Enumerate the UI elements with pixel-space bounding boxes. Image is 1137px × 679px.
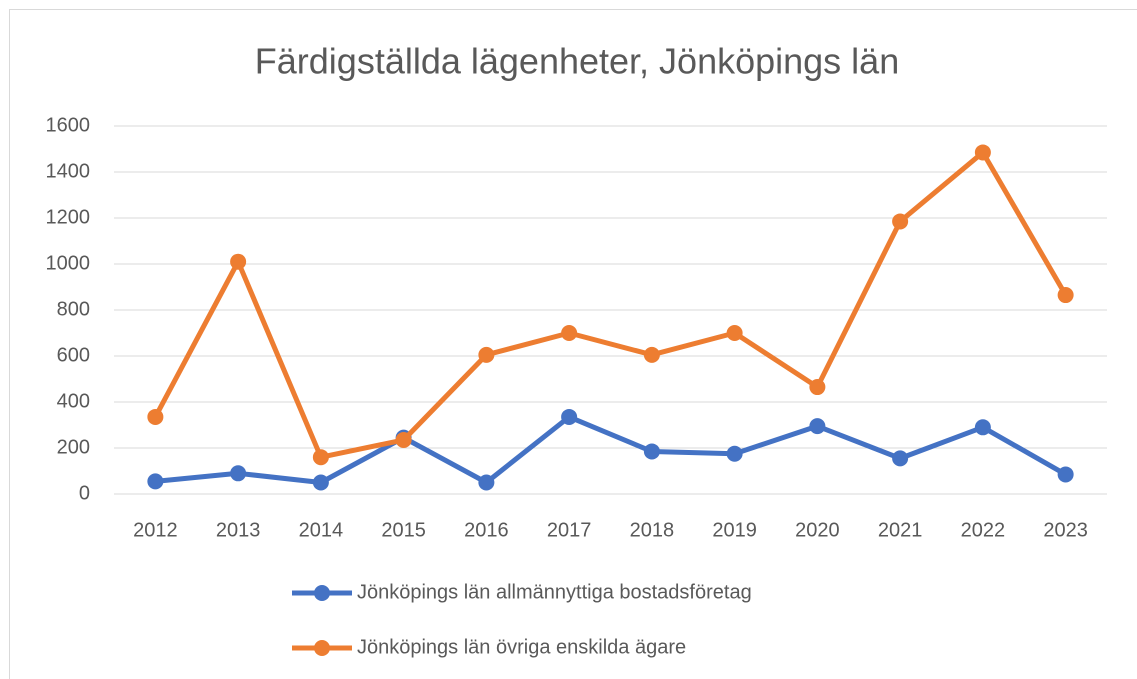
data-point xyxy=(312,474,329,491)
y-tick-label: 400 xyxy=(57,390,90,412)
data-point xyxy=(230,465,247,482)
legend-marker xyxy=(314,640,330,656)
data-point xyxy=(892,213,909,230)
x-tick-label: 2023 xyxy=(1043,519,1088,541)
data-point xyxy=(478,474,495,491)
data-point xyxy=(809,418,826,435)
x-tick-label: 2022 xyxy=(961,519,1006,541)
x-tick-label: 2018 xyxy=(630,519,675,541)
data-point xyxy=(1057,287,1074,304)
y-tick-label: 1600 xyxy=(46,114,91,136)
x-tick-label: 2021 xyxy=(878,519,923,541)
data-point xyxy=(643,443,660,460)
x-tick-label: 2019 xyxy=(712,519,757,541)
data-point xyxy=(478,346,495,363)
y-tick-label: 1200 xyxy=(46,206,91,228)
y-tick-label: 1400 xyxy=(46,160,91,182)
y-tick-label: 600 xyxy=(57,344,90,366)
data-point xyxy=(974,419,991,436)
y-tick-label: 0 xyxy=(79,482,90,504)
series-line xyxy=(153,149,1068,460)
data-point xyxy=(643,346,660,363)
data-point xyxy=(892,450,909,467)
x-tick-label: 2012 xyxy=(133,519,178,541)
y-tick-label: 1000 xyxy=(46,252,91,274)
x-tick-label: 2017 xyxy=(547,519,592,541)
x-tick-label: 2015 xyxy=(381,519,426,541)
data-point xyxy=(147,408,164,425)
data-point xyxy=(312,449,329,466)
x-tick-label: 2020 xyxy=(795,519,840,541)
data-point xyxy=(230,253,247,270)
data-point xyxy=(395,431,412,448)
y-tick-label: 800 xyxy=(57,298,90,320)
data-point xyxy=(726,445,743,462)
series-line xyxy=(155,414,1067,485)
data-point xyxy=(726,325,743,341)
x-tick-label: 2016 xyxy=(464,519,509,541)
legend-label: Jönköpings län allmännyttiga bostadsföre… xyxy=(357,581,752,603)
x-tick-label: 2013 xyxy=(216,519,261,541)
x-tick-label: 2014 xyxy=(299,519,344,541)
legend-marker xyxy=(314,585,330,601)
data-point xyxy=(561,325,578,341)
chart-frame xyxy=(9,9,1137,679)
data-point xyxy=(974,144,991,161)
y-tick-label: 200 xyxy=(57,436,90,458)
chart-title: Färdigställda lägenheter, Jönköpings län xyxy=(255,41,899,82)
data-point xyxy=(1057,466,1074,483)
data-point xyxy=(809,379,826,396)
legend-label: Jönköpings län övriga enskilda ägare xyxy=(357,636,686,658)
data-point xyxy=(561,408,578,425)
data-point xyxy=(147,473,164,490)
